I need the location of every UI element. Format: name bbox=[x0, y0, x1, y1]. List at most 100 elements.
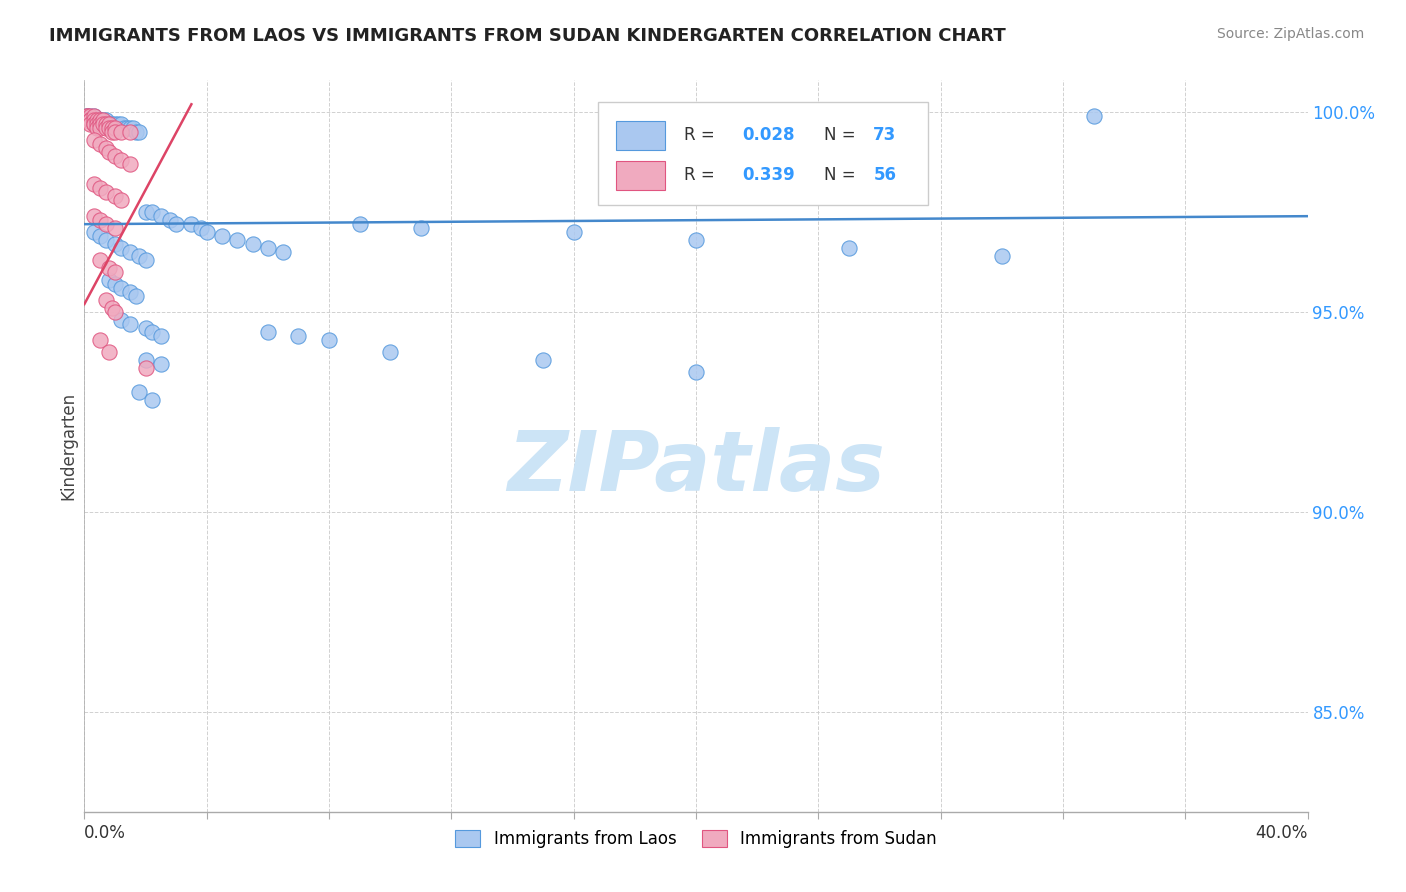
Point bbox=[135, 321, 157, 335]
Text: 56: 56 bbox=[873, 167, 897, 185]
Point bbox=[149, 209, 172, 223]
Point bbox=[128, 249, 150, 263]
Point bbox=[141, 205, 163, 219]
Point bbox=[94, 117, 117, 131]
Point bbox=[180, 217, 202, 231]
Text: 0.339: 0.339 bbox=[742, 167, 796, 185]
Point bbox=[104, 149, 127, 163]
Point bbox=[83, 133, 105, 147]
Point bbox=[89, 253, 111, 268]
Bar bbox=[598, 103, 928, 204]
Point bbox=[125, 125, 148, 139]
Text: IMMIGRANTS FROM LAOS VS IMMIGRANTS FROM SUDAN KINDERGARTEN CORRELATION CHART: IMMIGRANTS FROM LAOS VS IMMIGRANTS FROM … bbox=[49, 27, 1005, 45]
Text: 0.0%: 0.0% bbox=[84, 823, 127, 842]
Point bbox=[104, 305, 127, 319]
Point bbox=[318, 333, 340, 347]
Point bbox=[94, 141, 117, 155]
Point bbox=[83, 117, 105, 131]
Point bbox=[89, 117, 111, 131]
Point bbox=[89, 113, 111, 128]
Point bbox=[104, 125, 127, 139]
Point bbox=[94, 117, 117, 131]
Point bbox=[76, 113, 98, 128]
Point bbox=[141, 325, 163, 339]
Point bbox=[101, 117, 124, 131]
Point bbox=[76, 109, 98, 123]
Point bbox=[76, 109, 98, 123]
Point bbox=[242, 237, 264, 252]
Point bbox=[120, 157, 142, 171]
Point bbox=[271, 245, 294, 260]
Point bbox=[104, 237, 127, 252]
Text: 73: 73 bbox=[873, 126, 897, 145]
Point bbox=[104, 117, 127, 131]
Point bbox=[380, 345, 402, 359]
Point bbox=[107, 117, 129, 131]
Bar bbox=[616, 161, 665, 190]
Point bbox=[89, 113, 111, 128]
Point bbox=[110, 241, 132, 255]
Point bbox=[112, 121, 135, 136]
Point bbox=[120, 285, 142, 299]
Point bbox=[94, 113, 117, 128]
Point bbox=[89, 229, 111, 244]
Point bbox=[195, 225, 218, 239]
Point bbox=[562, 225, 585, 239]
Point bbox=[76, 113, 98, 128]
Point bbox=[149, 329, 172, 343]
Point bbox=[104, 189, 127, 203]
Point bbox=[104, 265, 127, 279]
Point bbox=[685, 233, 707, 247]
Point bbox=[79, 109, 101, 123]
Point bbox=[97, 121, 120, 136]
Point bbox=[104, 221, 127, 235]
Text: Source: ZipAtlas.com: Source: ZipAtlas.com bbox=[1216, 27, 1364, 41]
Point bbox=[128, 385, 150, 400]
Point bbox=[135, 205, 157, 219]
Point bbox=[257, 325, 280, 339]
Text: 40.0%: 40.0% bbox=[1256, 823, 1308, 842]
Point bbox=[91, 113, 114, 128]
Point bbox=[685, 365, 707, 379]
Point bbox=[135, 253, 157, 268]
Point bbox=[97, 345, 120, 359]
Point bbox=[101, 301, 124, 315]
Point bbox=[125, 289, 148, 303]
Point bbox=[409, 221, 432, 235]
Point bbox=[83, 113, 105, 128]
Point bbox=[120, 317, 142, 331]
Point bbox=[149, 357, 172, 371]
Point bbox=[97, 145, 120, 160]
Point bbox=[257, 241, 280, 255]
Point bbox=[122, 121, 145, 136]
Point bbox=[76, 109, 98, 123]
Point bbox=[79, 117, 101, 131]
Point bbox=[110, 117, 132, 131]
Point bbox=[86, 113, 108, 128]
Point bbox=[86, 121, 108, 136]
Point bbox=[89, 333, 111, 347]
Text: 0.028: 0.028 bbox=[742, 126, 794, 145]
Point bbox=[135, 361, 157, 376]
Text: N =: N = bbox=[824, 167, 862, 185]
Point bbox=[115, 121, 138, 136]
Point bbox=[94, 217, 117, 231]
Y-axis label: Kindergarten: Kindergarten bbox=[59, 392, 77, 500]
Point bbox=[79, 113, 101, 128]
Point bbox=[120, 121, 142, 136]
Point bbox=[89, 121, 111, 136]
Point bbox=[94, 121, 117, 136]
Point bbox=[94, 293, 117, 307]
Point bbox=[120, 245, 142, 260]
Point bbox=[1083, 109, 1105, 123]
Point bbox=[838, 241, 860, 255]
Point bbox=[83, 117, 105, 131]
Text: R =: R = bbox=[683, 167, 720, 185]
Point bbox=[104, 277, 127, 292]
Point bbox=[110, 281, 132, 295]
Point bbox=[101, 121, 124, 136]
Point bbox=[76, 109, 98, 123]
Text: N =: N = bbox=[824, 126, 862, 145]
Bar bbox=[616, 120, 665, 150]
Point bbox=[97, 261, 120, 276]
